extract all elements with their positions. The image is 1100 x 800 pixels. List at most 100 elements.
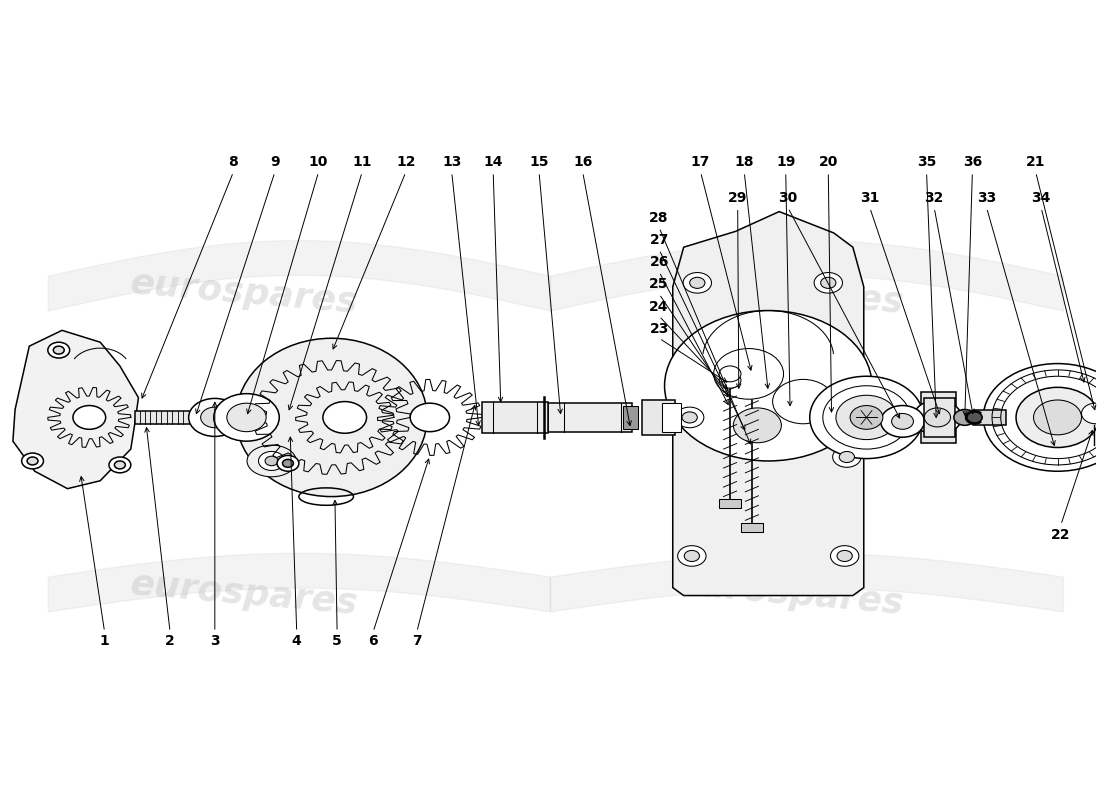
Circle shape — [913, 400, 961, 435]
Bar — [548, 403, 631, 432]
Circle shape — [47, 342, 69, 358]
Circle shape — [839, 451, 855, 462]
Circle shape — [850, 406, 883, 430]
Circle shape — [892, 414, 913, 430]
Bar — [662, 403, 682, 432]
Circle shape — [283, 459, 294, 467]
Text: 26: 26 — [649, 255, 669, 270]
Circle shape — [714, 349, 783, 399]
Circle shape — [227, 403, 266, 432]
Text: 24: 24 — [649, 299, 669, 314]
Circle shape — [682, 412, 697, 423]
Circle shape — [823, 386, 910, 449]
Circle shape — [258, 451, 285, 470]
Text: 17: 17 — [691, 155, 711, 170]
Text: 8: 8 — [229, 155, 239, 170]
Text: 23: 23 — [649, 322, 669, 336]
Bar — [741, 522, 762, 532]
Text: 5: 5 — [332, 634, 342, 649]
Circle shape — [200, 407, 229, 428]
Circle shape — [954, 410, 976, 426]
Circle shape — [28, 457, 38, 465]
Circle shape — [265, 456, 278, 466]
Circle shape — [719, 366, 741, 382]
Circle shape — [675, 407, 704, 428]
Text: 2: 2 — [165, 634, 175, 649]
Bar — [642, 400, 675, 435]
Text: 21: 21 — [1026, 155, 1045, 170]
Text: eurospares: eurospares — [674, 266, 905, 320]
Bar — [719, 499, 741, 509]
Text: 1: 1 — [100, 634, 110, 649]
Text: 33: 33 — [977, 191, 997, 205]
Text: 12: 12 — [396, 155, 416, 170]
Text: eurospares: eurospares — [129, 266, 360, 320]
Bar — [974, 410, 1006, 426]
Text: 3: 3 — [210, 634, 220, 649]
Circle shape — [53, 346, 64, 354]
Polygon shape — [673, 211, 864, 595]
Circle shape — [772, 379, 834, 424]
Text: 27: 27 — [649, 233, 669, 247]
Text: 4: 4 — [292, 634, 301, 649]
Circle shape — [664, 310, 872, 461]
Circle shape — [983, 363, 1100, 471]
Circle shape — [810, 376, 923, 458]
Circle shape — [836, 395, 898, 439]
Text: 9: 9 — [271, 155, 279, 170]
Text: 29: 29 — [728, 191, 747, 205]
Circle shape — [924, 408, 950, 427]
Bar — [924, 398, 955, 438]
Text: eurospares: eurospares — [674, 567, 905, 621]
Text: 28: 28 — [649, 211, 669, 225]
Text: 22: 22 — [1050, 527, 1070, 542]
Circle shape — [277, 455, 299, 471]
Text: 6: 6 — [368, 634, 378, 649]
Circle shape — [22, 453, 44, 469]
Circle shape — [410, 403, 450, 432]
Text: 25: 25 — [649, 278, 669, 291]
Circle shape — [683, 273, 712, 293]
Circle shape — [73, 406, 106, 430]
Bar — [921, 392, 956, 442]
Text: 32: 32 — [924, 191, 944, 205]
Text: 20: 20 — [818, 155, 838, 170]
Text: 7: 7 — [412, 634, 421, 649]
Circle shape — [213, 394, 279, 441]
Text: eurospares: eurospares — [129, 567, 360, 621]
Bar — [623, 406, 638, 429]
Bar — [135, 411, 189, 424]
Ellipse shape — [248, 445, 296, 477]
Text: 14: 14 — [483, 155, 503, 170]
Circle shape — [323, 402, 366, 434]
Text: 36: 36 — [962, 155, 982, 170]
Polygon shape — [13, 330, 139, 489]
Circle shape — [734, 408, 781, 442]
Circle shape — [109, 457, 131, 473]
Text: 13: 13 — [442, 155, 461, 170]
Circle shape — [690, 278, 705, 288]
Text: 18: 18 — [735, 155, 754, 170]
Text: 31: 31 — [860, 191, 880, 205]
Text: 19: 19 — [776, 155, 795, 170]
Text: 11: 11 — [352, 155, 372, 170]
Circle shape — [678, 546, 706, 566]
Circle shape — [881, 406, 924, 438]
Bar — [482, 402, 548, 434]
Text: 15: 15 — [529, 155, 549, 170]
Circle shape — [967, 412, 982, 423]
Text: 10: 10 — [309, 155, 328, 170]
Circle shape — [833, 446, 861, 467]
Text: 35: 35 — [916, 155, 936, 170]
Circle shape — [684, 550, 700, 562]
Text: 34: 34 — [1032, 191, 1050, 205]
Circle shape — [837, 550, 852, 562]
Circle shape — [188, 398, 241, 437]
Circle shape — [830, 546, 859, 566]
Text: 16: 16 — [573, 155, 593, 170]
Text: 30: 30 — [779, 191, 798, 205]
Circle shape — [814, 273, 843, 293]
Circle shape — [114, 461, 125, 469]
Circle shape — [1081, 403, 1100, 424]
Circle shape — [1016, 387, 1099, 447]
